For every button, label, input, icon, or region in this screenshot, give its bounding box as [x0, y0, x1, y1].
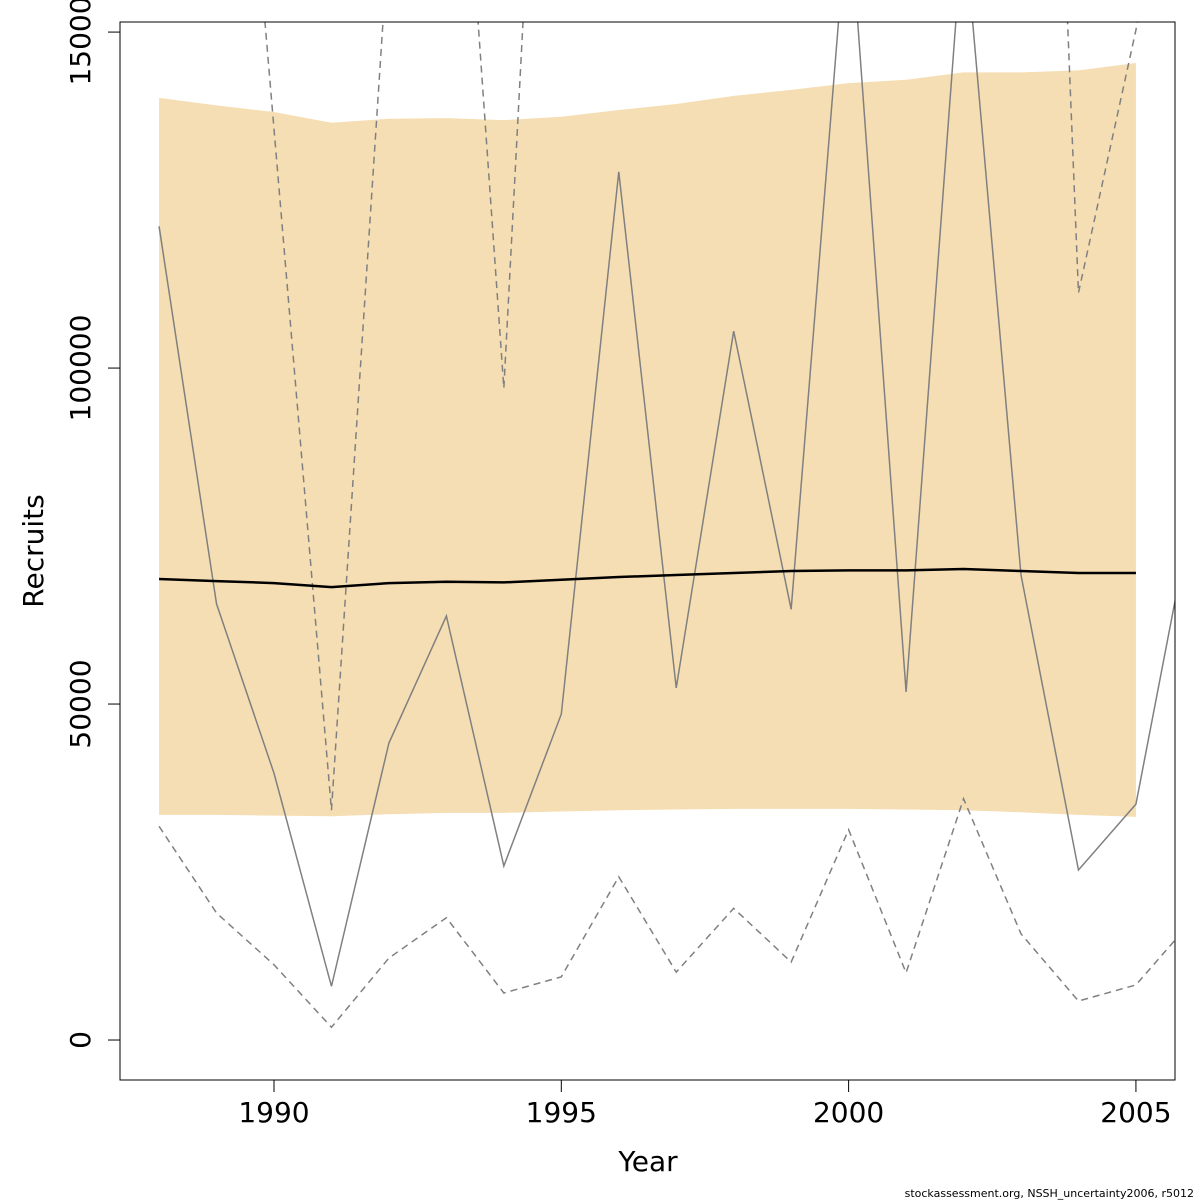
series-line — [158, 22, 1175, 987]
footnote: stockassessment.org, NSSH_uncertainty200… — [905, 1187, 1194, 1200]
x-tick-label: 2005 — [1100, 1096, 1171, 1129]
series-line — [158, 796, 1175, 1029]
series-line — [264, 22, 1139, 811]
x-tick-label: 1995 — [526, 1096, 597, 1129]
x-tick-label: 2000 — [813, 1096, 884, 1129]
plot-frame — [119, 21, 1176, 1081]
x-tick-label: 1990 — [238, 1096, 309, 1129]
x-axis-label: Year — [617, 1145, 678, 1178]
y-tick-label: 150000 — [64, 0, 97, 86]
plot-area — [158, 22, 1175, 1029]
y-tick-label: 50000 — [64, 659, 97, 748]
y-tick-label: 100000 — [64, 315, 97, 422]
y-axis-label: Recruits — [17, 494, 50, 607]
confidence-band — [159, 62, 1136, 817]
series-line — [159, 567, 1136, 589]
y-tick-label: 0 — [64, 1031, 97, 1049]
